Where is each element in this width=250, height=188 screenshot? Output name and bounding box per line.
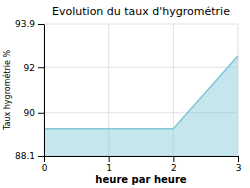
tick-label: 90: [24, 108, 36, 118]
tick-label: 2: [171, 163, 177, 173]
y-axis-title: Taux hygrométrie %: [2, 50, 12, 132]
area: [44, 56, 238, 156]
tick: 88.1: [15, 151, 44, 161]
tick-mark: [109, 156, 110, 162]
tick-mark: [44, 156, 45, 162]
axis-line: [44, 25, 45, 157]
tick-mark: [38, 67, 44, 68]
line: [44, 56, 238, 129]
tick: 3: [236, 156, 242, 173]
chart: 0 1 2 3 88.1 90 92 93.9 Evolution du taux d'hygr…: [0, 0, 250, 188]
tick: 0: [42, 156, 48, 173]
tick-label: 1: [106, 163, 112, 173]
tick-label: 0: [42, 163, 48, 173]
x-axis: 0 1 2 3: [42, 156, 242, 173]
x-axis-title: heure par heure: [95, 174, 186, 185]
tick: 93.9: [15, 19, 44, 29]
tick: 92: [24, 63, 44, 73]
tick-label: 92: [24, 63, 35, 73]
grid: [44, 24, 238, 156]
tick: 2: [171, 156, 177, 173]
tick-mark: [38, 156, 44, 157]
axis-line: [45, 156, 239, 157]
tick-label: 88.1: [15, 151, 35, 161]
grid-line: [44, 67, 238, 68]
tick: 90: [24, 108, 44, 118]
plot: 0 1 2 3 88.1 90 92 93.9: [15, 19, 241, 173]
title: Evolution du taux d'hygrométrie: [52, 5, 230, 18]
grid-line: [44, 24, 238, 25]
marks: [44, 56, 238, 156]
tick-mark: [238, 156, 239, 162]
tick-mark: [38, 24, 44, 25]
tick: 1: [106, 156, 112, 173]
tick-mark: [173, 156, 174, 162]
tick-mark: [38, 113, 44, 114]
grid-line: [44, 24, 45, 156]
tick-label: 93.9: [15, 19, 35, 29]
tick-label: 3: [236, 163, 242, 173]
y-axis: 88.1 90 92 93.9: [15, 19, 45, 161]
